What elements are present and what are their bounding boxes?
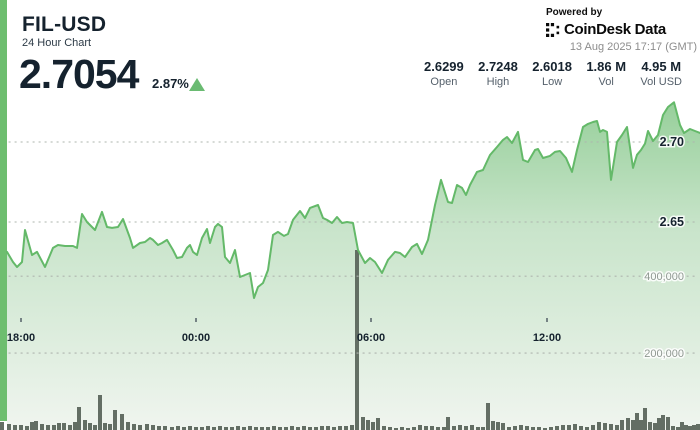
svg-text:00:00: 00:00 — [182, 332, 210, 344]
stat-vol: 1.86 M Vol — [586, 59, 626, 88]
current-price: 2.7054 — [19, 51, 139, 97]
svg-text:06:00: 06:00 — [357, 332, 385, 344]
value-axis-labels: 2.70 2.65 400,000 200,000 — [643, 134, 686, 362]
price-area-fill — [7, 102, 700, 430]
stat-open: 2.6299 Open — [424, 59, 464, 88]
svg-text:2.65: 2.65 — [660, 215, 684, 229]
stat-low-value: 2.6018 — [532, 59, 572, 74]
price-chart[interactable]: 18:00 00:00 06:00 12:00 2.70 2.65 400,000 200,0… — [0, 95, 700, 430]
price-line — [6, 101, 700, 299]
stat-low: 2.6018 Low — [532, 59, 572, 88]
chart-subtitle: 24 Hour Chart — [22, 37, 92, 49]
svg-text:18:00: 18:00 — [7, 332, 35, 344]
stats-row: 2.6299 Open 2.7248 High 2.6018 Low 1.86 … — [424, 59, 682, 88]
stat-vol-label: Vol — [598, 76, 614, 88]
left-accent-bar — [0, 0, 7, 421]
time-axis: 18:00 00:00 06:00 12:00 — [7, 318, 561, 344]
powered-by-label: Powered by — [546, 7, 603, 18]
coindesk-logo-icon — [546, 22, 560, 37]
chart-timestamp: 13 Aug 2025 17:17 (GMT) — [569, 41, 697, 53]
price-change-percent: 2.87% — [152, 76, 189, 91]
stat-vol-usd-value: 4.95 M — [641, 59, 682, 74]
coindesk-brand-row[interactable]: CoinDesk Data — [546, 21, 697, 38]
chart-canvas: 18:00 00:00 06:00 12:00 2.70 2.65 400,000 200,0… — [0, 101, 700, 430]
stat-vol-usd-label: Vol USD — [640, 76, 682, 88]
stat-vol-value: 1.86 M — [586, 59, 627, 74]
svg-text:2.70: 2.70 — [660, 135, 684, 149]
stat-high-value: 2.7248 — [478, 59, 518, 74]
stat-high-label: High — [486, 76, 510, 88]
svg-text:400,000: 400,000 — [644, 271, 684, 283]
svg-text:200,000: 200,000 — [644, 348, 684, 360]
coindesk-brand-text: CoinDesk Data — [564, 21, 666, 38]
up-triangle-icon — [189, 78, 205, 91]
volume-bars — [0, 250, 700, 430]
stat-vol-usd: 4.95 M Vol USD — [640, 59, 682, 88]
stat-open-label: Open — [430, 76, 458, 88]
stat-low-label: Low — [542, 76, 563, 88]
symbol-title: FIL-USD — [22, 13, 107, 36]
svg-text:12:00: 12:00 — [533, 332, 561, 344]
stat-open-value: 2.6299 — [424, 59, 464, 74]
stat-high: 2.7248 High — [478, 59, 518, 88]
attribution-block: Powered by CoinDesk Data 13 Aug 2025 17:… — [546, 7, 697, 53]
